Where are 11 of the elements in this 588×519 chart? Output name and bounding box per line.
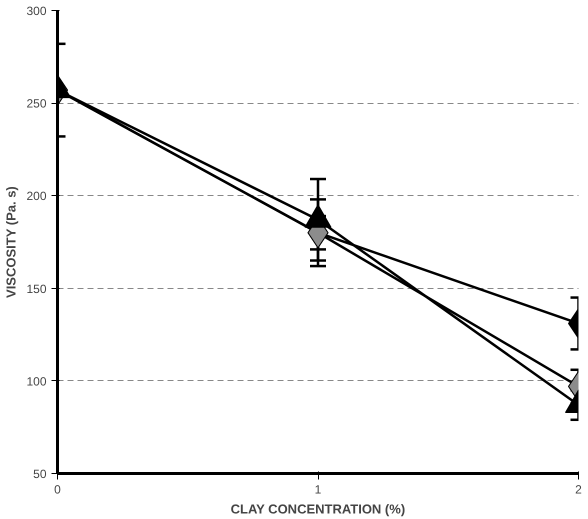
y-tick-label: 100 (26, 374, 47, 388)
x-axis-title: CLAY CONCENTRATION (%) (230, 502, 406, 516)
x-tick-label: 0 (54, 482, 62, 496)
y-tick-label: 200 (26, 189, 47, 204)
y-tick-label: 250 (26, 96, 47, 111)
y-axis-title: VISCOSITY (Pa. s) (3, 186, 18, 298)
y-tick-label: 50 (33, 467, 47, 481)
x-tick-label: 2 (575, 482, 582, 496)
y-tick-label: 300 (26, 4, 47, 18)
x-tick-label: 1 (314, 482, 322, 496)
y-tick-label: 150 (26, 282, 47, 296)
